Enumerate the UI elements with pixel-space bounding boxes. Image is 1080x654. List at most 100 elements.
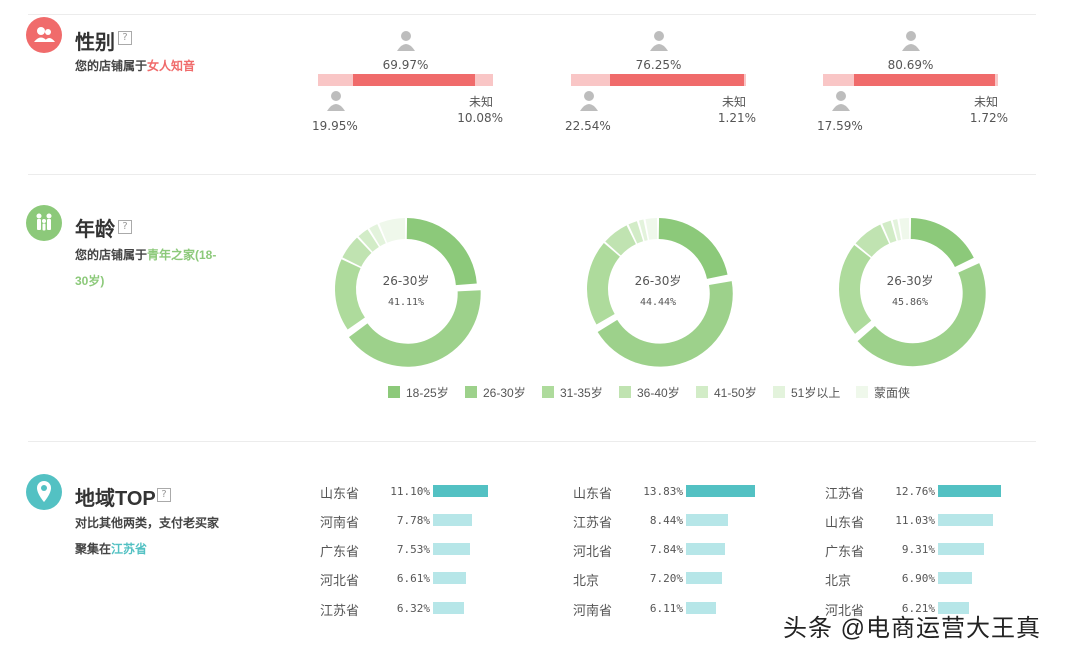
donut-slice-31-35岁[interactable] bbox=[335, 259, 365, 330]
region-bar bbox=[433, 572, 466, 584]
region-name: 北京 bbox=[573, 573, 600, 588]
age-help-icon[interactable]: ? bbox=[118, 220, 132, 234]
unknown-label: 未知 bbox=[721, 95, 746, 109]
unknown-bar-segment bbox=[994, 74, 998, 86]
unknown-bar-segment bbox=[743, 74, 746, 86]
donut-slice-41-50岁[interactable] bbox=[882, 220, 897, 243]
region-bar bbox=[686, 485, 755, 497]
legend-label: 31-35岁 bbox=[560, 385, 603, 400]
unknown-bar-segment bbox=[475, 74, 493, 86]
family-icon bbox=[26, 205, 62, 241]
region-percent: 7.84% bbox=[649, 543, 683, 556]
top-divider bbox=[28, 14, 1036, 15]
watermark-text: 头条 @电商运营大王真 bbox=[783, 615, 1042, 642]
region-bar bbox=[686, 543, 725, 555]
legend-swatch bbox=[542, 386, 554, 398]
donut-slice-26-30岁[interactable] bbox=[348, 290, 481, 367]
region-percent: 13.83% bbox=[643, 485, 683, 498]
donut-slice-51岁以上[interactable] bbox=[892, 219, 902, 241]
unknown-percent: 1.72% bbox=[969, 111, 1008, 125]
region-bar bbox=[686, 514, 728, 526]
region-name: 北京 bbox=[825, 573, 852, 588]
legend-label: 41-50岁 bbox=[714, 385, 757, 400]
region-bar bbox=[433, 485, 488, 497]
donut-slice-26-30岁[interactable] bbox=[857, 263, 986, 367]
gender-title: 性别 bbox=[75, 32, 115, 54]
legend-label: 18-25岁 bbox=[406, 385, 449, 400]
female-percent: 76.25% bbox=[635, 58, 682, 72]
donut-slice-蒙面侠[interactable] bbox=[645, 218, 658, 240]
donut-center-label: 26-30岁 bbox=[382, 274, 430, 288]
female-percent: 69.97% bbox=[382, 58, 429, 72]
legend-swatch bbox=[388, 386, 400, 398]
region-bar bbox=[433, 543, 471, 555]
region-name: 广东省 bbox=[320, 544, 360, 559]
donut-slice-51岁以上[interactable] bbox=[369, 224, 386, 247]
region-name: 江苏省 bbox=[320, 603, 360, 618]
donut-slice-36-40岁[interactable] bbox=[342, 237, 372, 267]
female-person-icon bbox=[649, 30, 669, 52]
donut-slice-36-40岁[interactable] bbox=[855, 224, 890, 257]
legend-item[interactable]: 36-40岁 bbox=[619, 384, 680, 400]
donut-slice-36-40岁[interactable] bbox=[605, 225, 636, 256]
region-percent: 8.44% bbox=[649, 514, 683, 527]
donut-center-label: 26-30岁 bbox=[886, 274, 934, 288]
region-bar bbox=[433, 602, 465, 614]
female-person-icon bbox=[901, 30, 921, 52]
legend-item[interactable]: 18-25岁 bbox=[388, 384, 449, 400]
donut-slice-41-50岁[interactable] bbox=[628, 221, 644, 244]
legend-label: 26-30岁 bbox=[483, 385, 526, 400]
donut-slice-18-25岁[interactable] bbox=[910, 218, 974, 268]
legend-swatch bbox=[619, 386, 631, 398]
donut-slice-蒙面侠[interactable] bbox=[379, 218, 406, 243]
region-name: 河北省 bbox=[320, 573, 360, 588]
region-percent: 7.53% bbox=[396, 543, 430, 556]
region-bar bbox=[433, 514, 472, 526]
region-name: 河北省 bbox=[573, 544, 613, 559]
region-bar bbox=[686, 572, 722, 584]
male-bar-segment bbox=[823, 74, 854, 86]
unknown-percent: 1.21% bbox=[717, 111, 756, 125]
legend-label: 51岁以上 bbox=[791, 385, 841, 400]
female-bar-segment bbox=[610, 74, 744, 86]
donut-center-value: 44.44% bbox=[639, 297, 677, 308]
male-percent: 17.59% bbox=[817, 119, 863, 133]
donut-slice-蒙面侠[interactable] bbox=[899, 218, 910, 240]
region-help-icon[interactable]: ? bbox=[157, 488, 171, 502]
donut-slice-31-35岁[interactable] bbox=[838, 245, 872, 334]
donut-slice-18-25岁[interactable] bbox=[658, 218, 728, 279]
region-name: 山东省 bbox=[320, 486, 360, 501]
donut-slice-51岁以上[interactable] bbox=[638, 219, 648, 241]
region-name: 山东省 bbox=[825, 515, 865, 530]
region-percent: 11.03% bbox=[895, 514, 935, 527]
female-person-icon bbox=[396, 30, 416, 52]
legend-item[interactable]: 26-30岁 bbox=[465, 384, 526, 400]
donut-slice-18-25岁[interactable] bbox=[406, 218, 477, 286]
male-bar-segment bbox=[571, 74, 611, 86]
region-percent: 6.90% bbox=[901, 572, 935, 585]
gender-description: 您的店铺属于女人知音 bbox=[75, 59, 196, 73]
male-person-icon bbox=[831, 90, 851, 112]
region-bar bbox=[938, 485, 1002, 497]
male-percent: 22.54% bbox=[565, 119, 611, 133]
legend-item[interactable]: 蒙面侠 bbox=[856, 384, 910, 400]
region-name: 河南省 bbox=[320, 515, 360, 530]
age-region-divider bbox=[28, 441, 1036, 442]
legend-item[interactable]: 41-50岁 bbox=[696, 384, 757, 400]
donut-center-label: 26-30岁 bbox=[634, 274, 682, 288]
donut-slice-31-35岁[interactable] bbox=[587, 243, 620, 325]
region-percent: 7.78% bbox=[396, 514, 430, 527]
female-bar-segment bbox=[853, 74, 995, 86]
unknown-percent: 10.08% bbox=[457, 111, 503, 125]
donut-slice-41-50岁[interactable] bbox=[358, 229, 379, 252]
legend-item[interactable]: 51岁以上 bbox=[773, 384, 840, 400]
donut-slice-26-30岁[interactable] bbox=[597, 281, 733, 367]
region-bar bbox=[938, 543, 985, 555]
male-person-icon bbox=[326, 90, 346, 112]
legend-item[interactable]: 31-35岁 bbox=[542, 384, 603, 400]
region-name: 江苏省 bbox=[573, 515, 613, 530]
legend-swatch bbox=[465, 386, 477, 398]
region-bar bbox=[686, 602, 717, 614]
gender-help-icon[interactable]: ? bbox=[118, 31, 132, 45]
